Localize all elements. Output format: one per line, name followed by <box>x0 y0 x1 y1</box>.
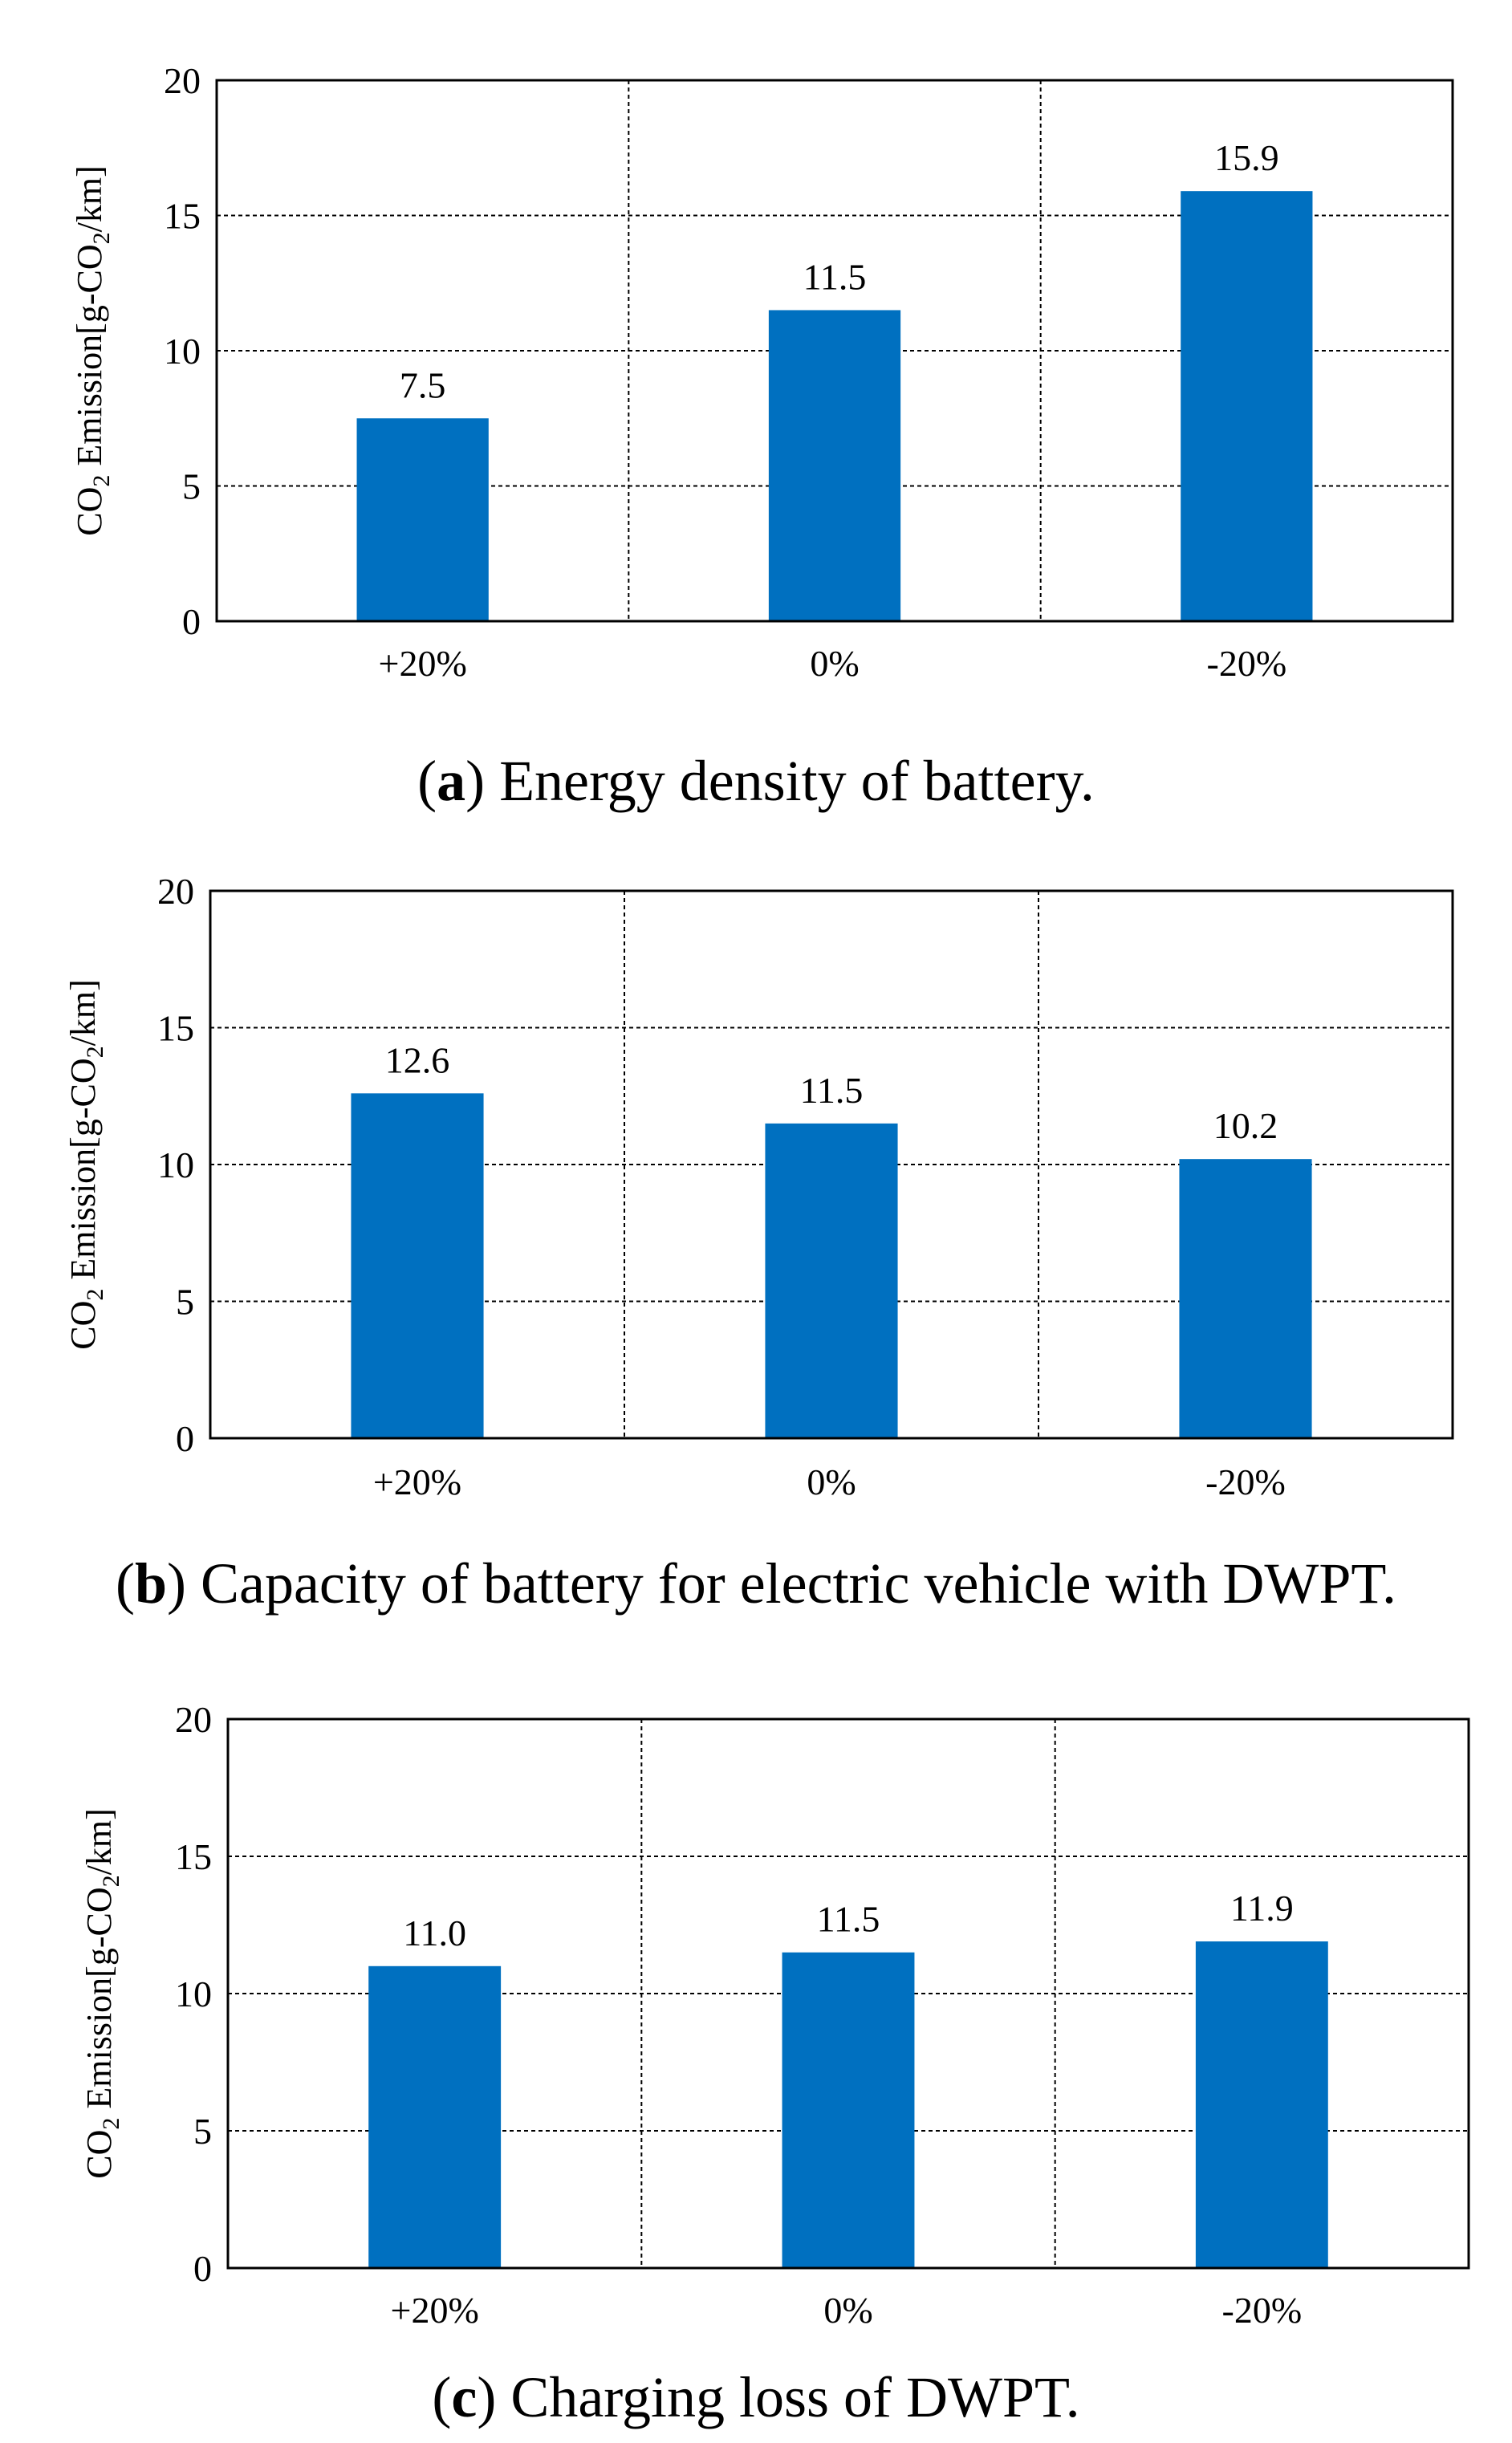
category-label: -20% <box>1222 2290 1303 2331</box>
chart-b: 0 5 10 15 20 12.6 +20% 11.5 0% 10.2 -20% CO2 Emissi… <box>63 871 1454 1502</box>
data-label: 11.0 <box>403 1913 466 1953</box>
y-tick-label: 15 <box>175 1836 212 1877</box>
caption-c: (c) Charging loss of DWPT. <box>432 2365 1080 2429</box>
plot-frame <box>215 79 1454 623</box>
bar <box>351 1093 484 1438</box>
y-tick-label: 20 <box>175 1699 212 1740</box>
category-label: +20% <box>391 2290 479 2331</box>
data-label: 10.2 <box>1213 1105 1278 1146</box>
bar <box>368 1965 502 2268</box>
y-tick-label: 0 <box>182 601 201 642</box>
caption-b-letter: b <box>134 1551 167 1616</box>
category-label: +20% <box>379 643 467 684</box>
bar <box>356 418 489 621</box>
y-tick-label: 5 <box>182 466 201 507</box>
caption-a: (a) Energy density of battery. <box>417 749 1095 813</box>
plot-frame <box>226 1717 1470 2270</box>
y-tick-label: 5 <box>193 2111 212 2152</box>
caption-a-letter: a <box>437 749 466 813</box>
plot-frame <box>209 889 1454 1440</box>
category-label: -20% <box>1205 1461 1286 1502</box>
y-axis-label: CO2 Emission[g-CO2/km] <box>70 165 115 535</box>
y-tick-label: 20 <box>164 60 201 101</box>
caption-c-letter: c <box>451 2365 478 2429</box>
y-tick-label: 0 <box>193 2248 212 2289</box>
category-label: +20% <box>373 1461 461 1502</box>
data-label: 11.5 <box>817 1899 880 1940</box>
y-tick-label: 10 <box>157 1144 194 1185</box>
bar <box>1179 1159 1312 1438</box>
category-label: 0% <box>823 2290 872 2331</box>
caption-b: (b) Capacity of battery for electric veh… <box>115 1551 1397 1616</box>
y-axis-label: CO2 Emission[g-CO2/km] <box>63 979 108 1349</box>
y-tick-label: 10 <box>164 331 201 372</box>
bar <box>1181 191 1313 622</box>
y-axis-label: CO2 Emission[g-CO2/km] <box>79 1808 124 2178</box>
y-tick-label: 15 <box>164 196 201 237</box>
caption-a-text: Energy density of battery. <box>499 749 1095 813</box>
category-label: -20% <box>1207 643 1287 684</box>
category-label: 0% <box>810 643 859 684</box>
data-label: 11.9 <box>1230 1888 1294 1929</box>
caption-b-text: Capacity of battery for electric vehicle… <box>200 1551 1397 1616</box>
data-label: 11.5 <box>800 1070 864 1111</box>
y-tick-label: 10 <box>175 1974 212 2014</box>
category-label: 0% <box>807 1461 856 1502</box>
bar <box>768 310 901 621</box>
y-tick-label: 0 <box>176 1418 194 1459</box>
data-label: 12.6 <box>385 1039 450 1080</box>
chart-a: 0 5 10 15 20 7.5 +20% 11.5 0% 15.9 -20% CO2 Emissio… <box>70 60 1454 684</box>
bar <box>765 1123 898 1438</box>
bar <box>782 1952 915 2268</box>
data-label: 11.5 <box>803 256 867 297</box>
y-tick-label: 15 <box>157 1008 194 1049</box>
y-tick-label: 5 <box>176 1282 194 1323</box>
chart-c: 0 5 10 15 20 11.0 +20% 11.5 0% 11.9 -20% CO2 Emissi… <box>79 1699 1470 2331</box>
bar <box>1195 1941 1328 2268</box>
caption-c-text: Charging loss of DWPT. <box>510 2365 1080 2429</box>
y-tick-label: 20 <box>157 871 194 912</box>
data-label: 15.9 <box>1214 137 1279 178</box>
data-label: 7.5 <box>400 364 446 405</box>
